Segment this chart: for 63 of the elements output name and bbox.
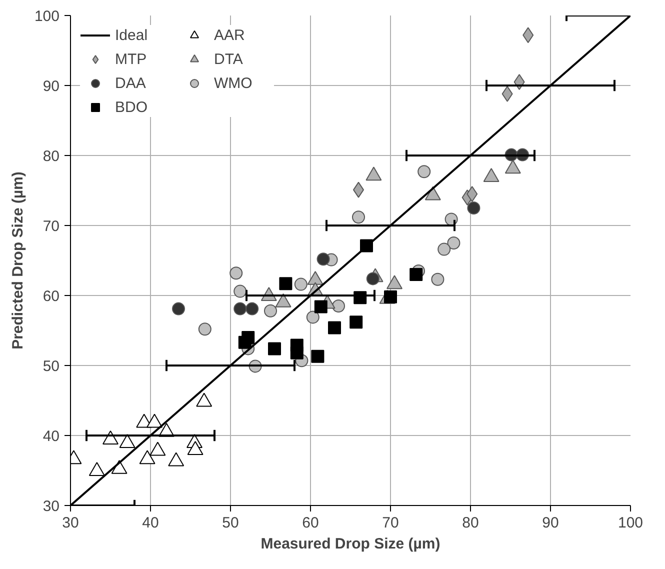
legend-label: WMO (214, 74, 254, 92)
legend-label: BDO (115, 98, 149, 116)
point (146, 414, 162, 428)
point (234, 302, 247, 316)
x-tick-label: 80 (462, 514, 479, 532)
point (290, 346, 304, 360)
point (139, 450, 156, 464)
legend-label: MTP (115, 50, 148, 68)
x-tick-label: 30 (62, 514, 79, 532)
y-tick-label: 100 (34, 8, 60, 25)
point (466, 186, 478, 202)
point (352, 210, 365, 224)
point (431, 272, 444, 286)
point (384, 290, 397, 304)
point (111, 460, 128, 474)
point (168, 452, 184, 466)
point (328, 321, 341, 334)
point (467, 202, 480, 214)
x-tick-label: 100 (618, 514, 644, 532)
point (314, 300, 328, 314)
x-axis-title: Measured Drop Size (µm) (260, 536, 440, 552)
point (230, 266, 243, 280)
point (246, 302, 259, 316)
point (447, 236, 460, 250)
x-tick-label: 40 (142, 514, 159, 532)
point (418, 165, 431, 178)
y-tick-label: 70 (42, 218, 60, 235)
y-tick-label: 30 (42, 498, 60, 515)
legend-label: AAR (214, 26, 246, 44)
legend-label: DAA (115, 74, 147, 92)
point (198, 322, 212, 336)
point (268, 342, 281, 356)
point (332, 300, 345, 312)
y-tick-label: 50 (42, 358, 60, 375)
x-tick-label: 50 (222, 514, 239, 532)
point (264, 304, 277, 318)
point (150, 442, 166, 456)
point (196, 392, 212, 407)
x-tick-label: 90 (542, 514, 559, 532)
point (279, 277, 292, 290)
point (316, 252, 330, 266)
x-tick-label: 70 (382, 514, 399, 532)
y-axis-title: Predicted Drop Size (µm) (9, 172, 26, 350)
legend-label: DTA (214, 50, 244, 68)
x-tick-label: 60 (302, 514, 319, 532)
point (366, 272, 380, 286)
y-tick-label: 40 (42, 428, 60, 445)
point (234, 284, 247, 298)
point (306, 310, 320, 324)
point (311, 350, 324, 363)
y-tick-label: 90 (42, 78, 60, 95)
y-tick-label: 80 (42, 148, 60, 165)
point (238, 336, 252, 349)
y-tick-label: 60 (42, 288, 60, 305)
point (410, 268, 423, 281)
point (350, 316, 363, 329)
point (88, 462, 105, 476)
legend-label: Ideal (115, 26, 149, 44)
point (294, 278, 308, 291)
point (172, 302, 185, 316)
point (438, 242, 451, 256)
point (119, 434, 136, 448)
point (187, 441, 204, 456)
